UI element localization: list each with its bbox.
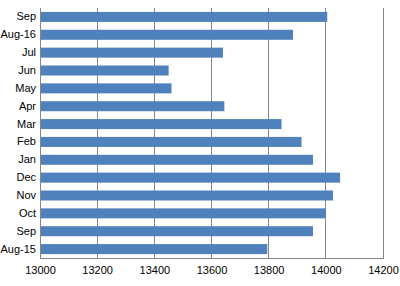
- bar: [40, 208, 326, 218]
- tick: Feb: [17, 135, 40, 147]
- grid-line: [40, 8, 41, 258]
- axis-line: [40, 9, 41, 259]
- tick-label: Jun: [18, 64, 36, 76]
- tick: Oct: [19, 207, 40, 219]
- tick-label: Apr: [19, 100, 36, 112]
- tick: Apr: [19, 100, 40, 112]
- tick-label: Jan: [18, 153, 36, 165]
- tick-label: Aug-15: [1, 243, 36, 255]
- tick: Aug-15: [1, 243, 40, 255]
- tick-label: Oct: [19, 207, 36, 219]
- grid-line: [154, 8, 155, 258]
- tick-label: 13400: [140, 264, 171, 276]
- tick-label: May: [15, 82, 36, 94]
- grid-line: [211, 8, 212, 258]
- grid-line: [325, 8, 326, 258]
- tick: 13800: [254, 258, 285, 276]
- grid-line: [383, 8, 384, 258]
- tick: 14000: [311, 258, 342, 276]
- tick: Sep: [16, 10, 40, 22]
- tick: Jan: [18, 153, 40, 165]
- tick: Jul: [22, 46, 40, 58]
- axis-line: [41, 258, 384, 259]
- tick: Aug-16: [1, 28, 40, 40]
- tick-label: Nov: [16, 189, 36, 201]
- tick-label: Aug-16: [1, 28, 36, 40]
- grid-line: [97, 8, 98, 258]
- tick: Sep: [16, 225, 40, 237]
- tick-label: 13000: [25, 264, 56, 276]
- grid: [40, 8, 383, 258]
- tick-label: 13800: [254, 264, 285, 276]
- bar: [40, 83, 171, 93]
- tick: 14200: [368, 258, 399, 276]
- bar: [40, 137, 302, 147]
- bar: [40, 66, 169, 76]
- bar: [40, 155, 313, 165]
- tick-label: Sep: [16, 10, 36, 22]
- tick-label: Dec: [16, 171, 36, 183]
- plot-area: 13000 13200 13400 13600 13800 14000 14200 Aug-1…: [1, 8, 399, 276]
- bars: [40, 12, 340, 254]
- tick: May: [15, 82, 40, 94]
- bar: [40, 173, 340, 183]
- grid-line: [268, 8, 269, 258]
- tick: 13000: [25, 258, 56, 276]
- tick-label: 13600: [197, 264, 228, 276]
- tick: Nov: [16, 189, 40, 201]
- tick-label: Mar: [17, 118, 36, 130]
- bar: [40, 119, 282, 129]
- category-axis: Aug-15 Sep Oct Nov Dec Jan Feb Mar Apr May Jun Jul A…: [1, 9, 41, 259]
- tick: 13400: [140, 258, 171, 276]
- tick: Mar: [17, 118, 40, 130]
- tick-label: Jul: [22, 46, 36, 58]
- tick: Jun: [18, 64, 40, 76]
- tick-label: Sep: [16, 225, 36, 237]
- bar: [40, 244, 267, 254]
- tick: 13200: [82, 258, 113, 276]
- tick-label: 14000: [311, 264, 342, 276]
- tick-label: 13200: [82, 264, 113, 276]
- tick-label: 14200: [368, 264, 399, 276]
- tick-label: Feb: [17, 135, 36, 147]
- value-axis: 13000 13200 13400 13600 13800 14000 14200: [25, 258, 399, 276]
- chart: 13000 13200 13400 13600 13800 14000 14200 Aug-1…: [0, 0, 400, 286]
- bar: [40, 191, 333, 201]
- tick: Dec: [16, 171, 40, 183]
- tick: 13600: [197, 258, 228, 276]
- bar: [40, 30, 293, 40]
- bar: [40, 12, 327, 22]
- bar: [40, 226, 313, 236]
- bar: [40, 101, 224, 111]
- bar: [40, 48, 223, 58]
